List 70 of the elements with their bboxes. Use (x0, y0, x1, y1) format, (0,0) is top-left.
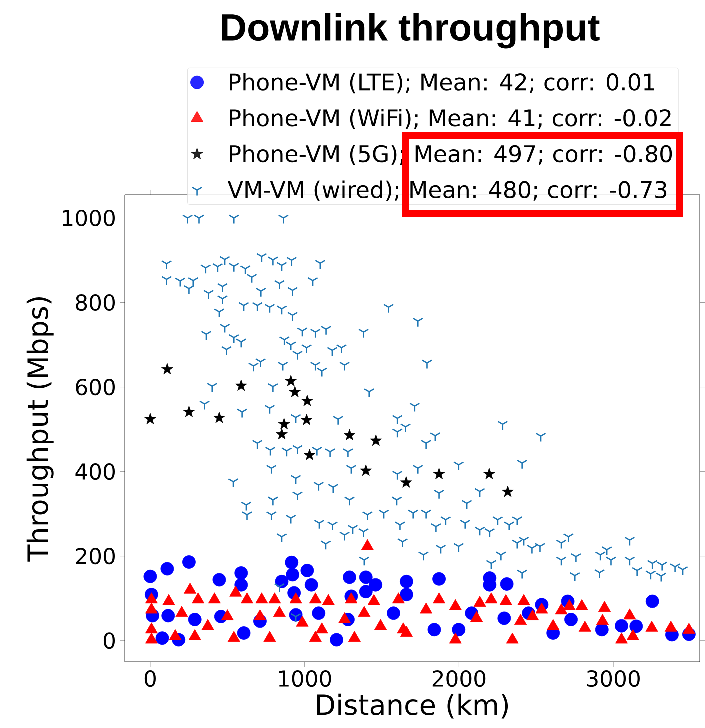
y-tick-label: 1000 (63, 210, 115, 227)
point (500, 578, 514, 591)
point (278, 418, 290, 430)
point (234, 566, 248, 580)
point (275, 574, 289, 588)
point (304, 578, 318, 592)
x-tick-label: 1000 (279, 670, 332, 688)
point (285, 556, 299, 570)
point (289, 386, 302, 398)
y-tick-label: 600 (76, 379, 116, 396)
point (302, 395, 314, 406)
point (304, 449, 316, 460)
point (235, 380, 248, 392)
point (360, 464, 372, 476)
legend-label: VM-VM (wired); Mean: 480; corr: -0.73 (228, 180, 667, 202)
point (237, 626, 251, 640)
point (400, 476, 412, 488)
point (300, 564, 314, 578)
point (162, 609, 176, 623)
point (400, 588, 414, 602)
point (359, 585, 373, 599)
legend-label: Phone-VM (LTE); Mean: 42; corr: 0.01 (230, 73, 654, 94)
point (182, 556, 196, 569)
point (369, 578, 383, 592)
point (214, 412, 226, 424)
point (484, 468, 496, 480)
point (183, 406, 196, 418)
point (286, 568, 300, 582)
point (452, 623, 466, 637)
point (400, 574, 414, 588)
point (564, 613, 578, 626)
point (387, 606, 400, 620)
legend-label: Phone-VM (5G); Mean: 497; corr: -0.80 (230, 144, 672, 166)
point (630, 620, 644, 634)
point (595, 623, 609, 637)
point (433, 468, 446, 480)
point (428, 623, 442, 637)
point (234, 578, 248, 592)
point (156, 632, 170, 646)
point (312, 606, 326, 620)
point (498, 612, 512, 626)
point (343, 570, 356, 584)
legend-label: Phone-VM (WiFi); Mean: 41; corr: -0.02 (230, 109, 671, 130)
point (646, 594, 660, 608)
point (300, 414, 313, 426)
y-tick-label: 400 (76, 464, 116, 480)
point (144, 570, 158, 584)
x-tick-label: 0 (144, 670, 156, 688)
point (212, 573, 226, 587)
y-tick-label: 200 (76, 548, 116, 565)
point (160, 562, 174, 576)
point (330, 633, 344, 647)
point (285, 375, 297, 386)
point (615, 619, 628, 633)
y-tick-label: 0 (104, 632, 116, 650)
chart-title: Downlink throughput (222, 13, 600, 49)
x-axis-title: Distance (km) (317, 694, 508, 719)
point (502, 486, 514, 498)
x-tick-label: 3000 (587, 670, 640, 688)
x-tick-label: 2000 (432, 670, 486, 688)
y-axis-title: Throughput (Mbps) (26, 298, 54, 562)
point (432, 572, 446, 586)
point (359, 570, 373, 584)
point (370, 434, 382, 446)
point (276, 428, 288, 440)
point (144, 413, 156, 424)
point (344, 429, 356, 441)
point (162, 363, 174, 375)
point (188, 613, 202, 626)
y-tick-label: 800 (76, 294, 116, 312)
